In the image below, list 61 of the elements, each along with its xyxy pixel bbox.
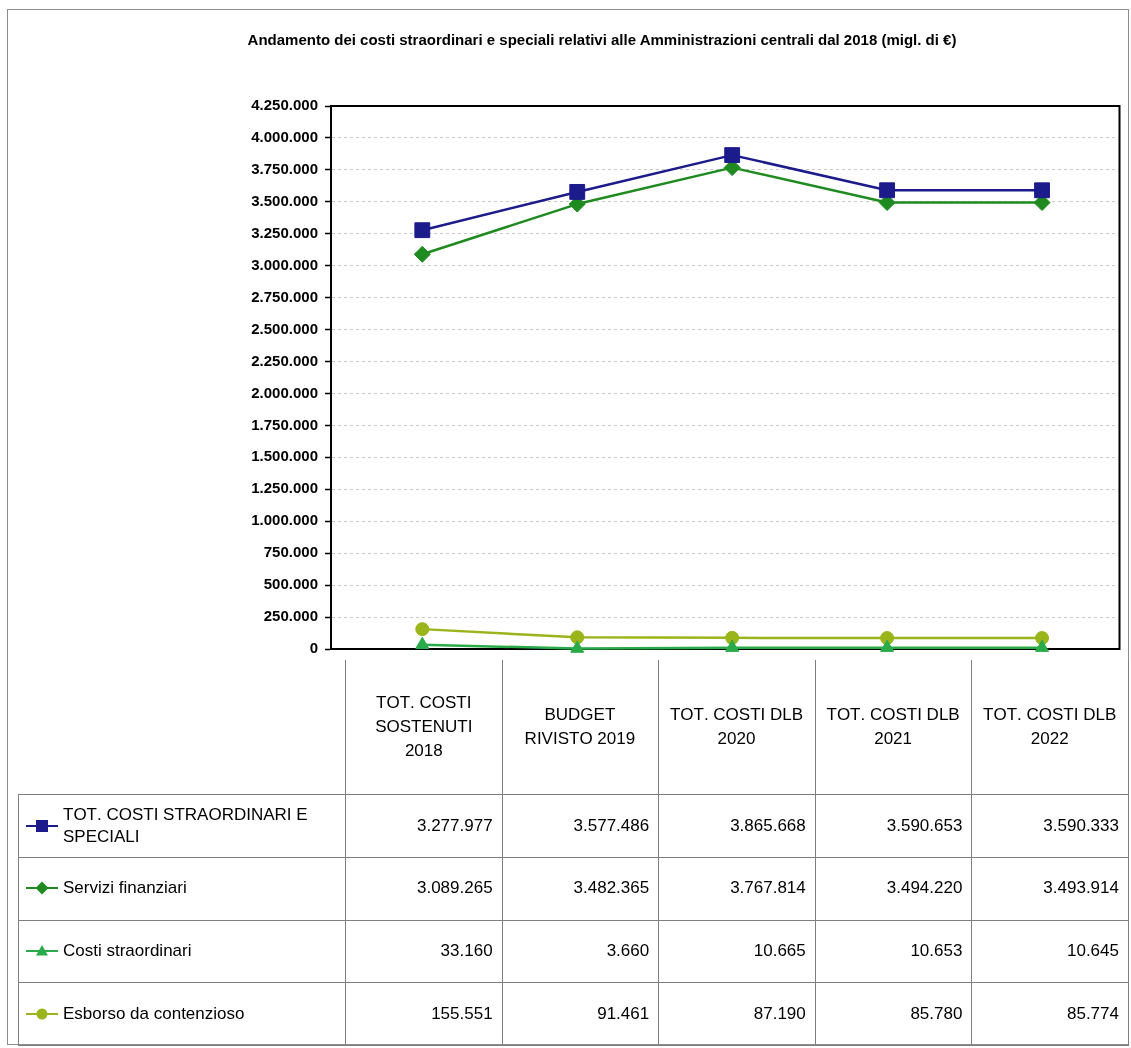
y-tick-label: 3.500.000: [251, 191, 318, 209]
data-label: 3.660: [606, 940, 650, 961]
legend-label: Esborso da contenzioso: [63, 1002, 246, 1025]
y-tick-label: 1.750.000: [251, 415, 318, 433]
y-tick-label: 1.000.000: [251, 511, 318, 529]
y-tick-label: 0: [309, 639, 318, 657]
legend-label: TOT. COSTI STRAORDINARI E SPECIALI: [63, 803, 309, 848]
data-label: 3.590.653: [886, 815, 963, 836]
y-tick-label: 1.500.000: [251, 447, 318, 465]
y-tick-label: 1.250.000: [251, 479, 318, 497]
x-tick-label: TOT. COSTI SOSTENUTI 2018: [374, 692, 474, 762]
data-label: 3.494.220: [886, 878, 963, 899]
data-label: 85.774: [1066, 1003, 1119, 1024]
data-label: 3.493.914: [1043, 878, 1119, 899]
point: [880, 639, 895, 652]
y-tick-label: 2.000.000: [251, 383, 318, 401]
data-label: 87.190: [753, 1003, 806, 1024]
point: [724, 147, 741, 164]
y-tick-label: 2.500.000: [251, 319, 318, 337]
y-tick-label: 750.000: [263, 543, 318, 561]
legend-label: Servizi finanziari: [63, 877, 188, 900]
data-label: 10.645: [1066, 940, 1119, 961]
point: [725, 639, 740, 652]
point: [569, 184, 586, 200]
data-label: 3.482.365: [573, 878, 650, 899]
data-label: 10.665: [753, 940, 806, 961]
y-tick-label: 4.250.000: [251, 96, 318, 114]
point: [415, 636, 430, 650]
point: [1035, 639, 1050, 652]
y-tick-label: 3.000.000: [251, 255, 318, 273]
data-label: 3.089.265: [416, 878, 493, 899]
data-label: 155.551: [431, 1003, 493, 1024]
data-label: 3.590.333: [1043, 815, 1119, 836]
y-tick-label: 3.250.000: [251, 223, 318, 241]
point: [570, 630, 585, 645]
y-tick-label: 250.000: [263, 607, 318, 625]
data-label: 33.160: [440, 940, 493, 961]
point: [570, 640, 585, 653]
data-label: 91.461: [597, 1003, 650, 1024]
chart-title: Andamento dei costi straordinari e speciali relativi alle Amministrazioni centrali dal 2018 (migl. di €): [246, 31, 958, 48]
data-label: 85.780: [910, 1003, 963, 1024]
point: [879, 182, 896, 199]
data-label: 3.577.486: [573, 815, 650, 836]
y-tick-label: 2.750.000: [251, 287, 318, 305]
y-tick-label: 4.000.000: [251, 128, 318, 146]
x-tick-label: TOT. COSTI DLB 2020: [668, 704, 805, 750]
data-label: 3.277.977: [416, 815, 493, 836]
point: [1034, 182, 1050, 199]
legend-label: Costi straordinari: [63, 939, 193, 962]
point: [413, 245, 431, 263]
point: [414, 222, 431, 239]
y-tick-label: 2.250.000: [251, 351, 318, 369]
data-label: 3.865.668: [730, 815, 806, 836]
data-label: 10.653: [910, 940, 963, 961]
data-label: 3.767.814: [730, 878, 806, 899]
y-tick-label: 3.750.000: [251, 160, 318, 178]
y-tick-label: 500.000: [263, 575, 318, 593]
x-tick-label: TOT. COSTI DLB 2022: [982, 704, 1118, 750]
x-tick-label: BUDGET RIVISTO 2019: [523, 704, 637, 750]
point: [415, 622, 430, 637]
x-tick-label: TOT. COSTI DLB 2021: [825, 704, 961, 750]
